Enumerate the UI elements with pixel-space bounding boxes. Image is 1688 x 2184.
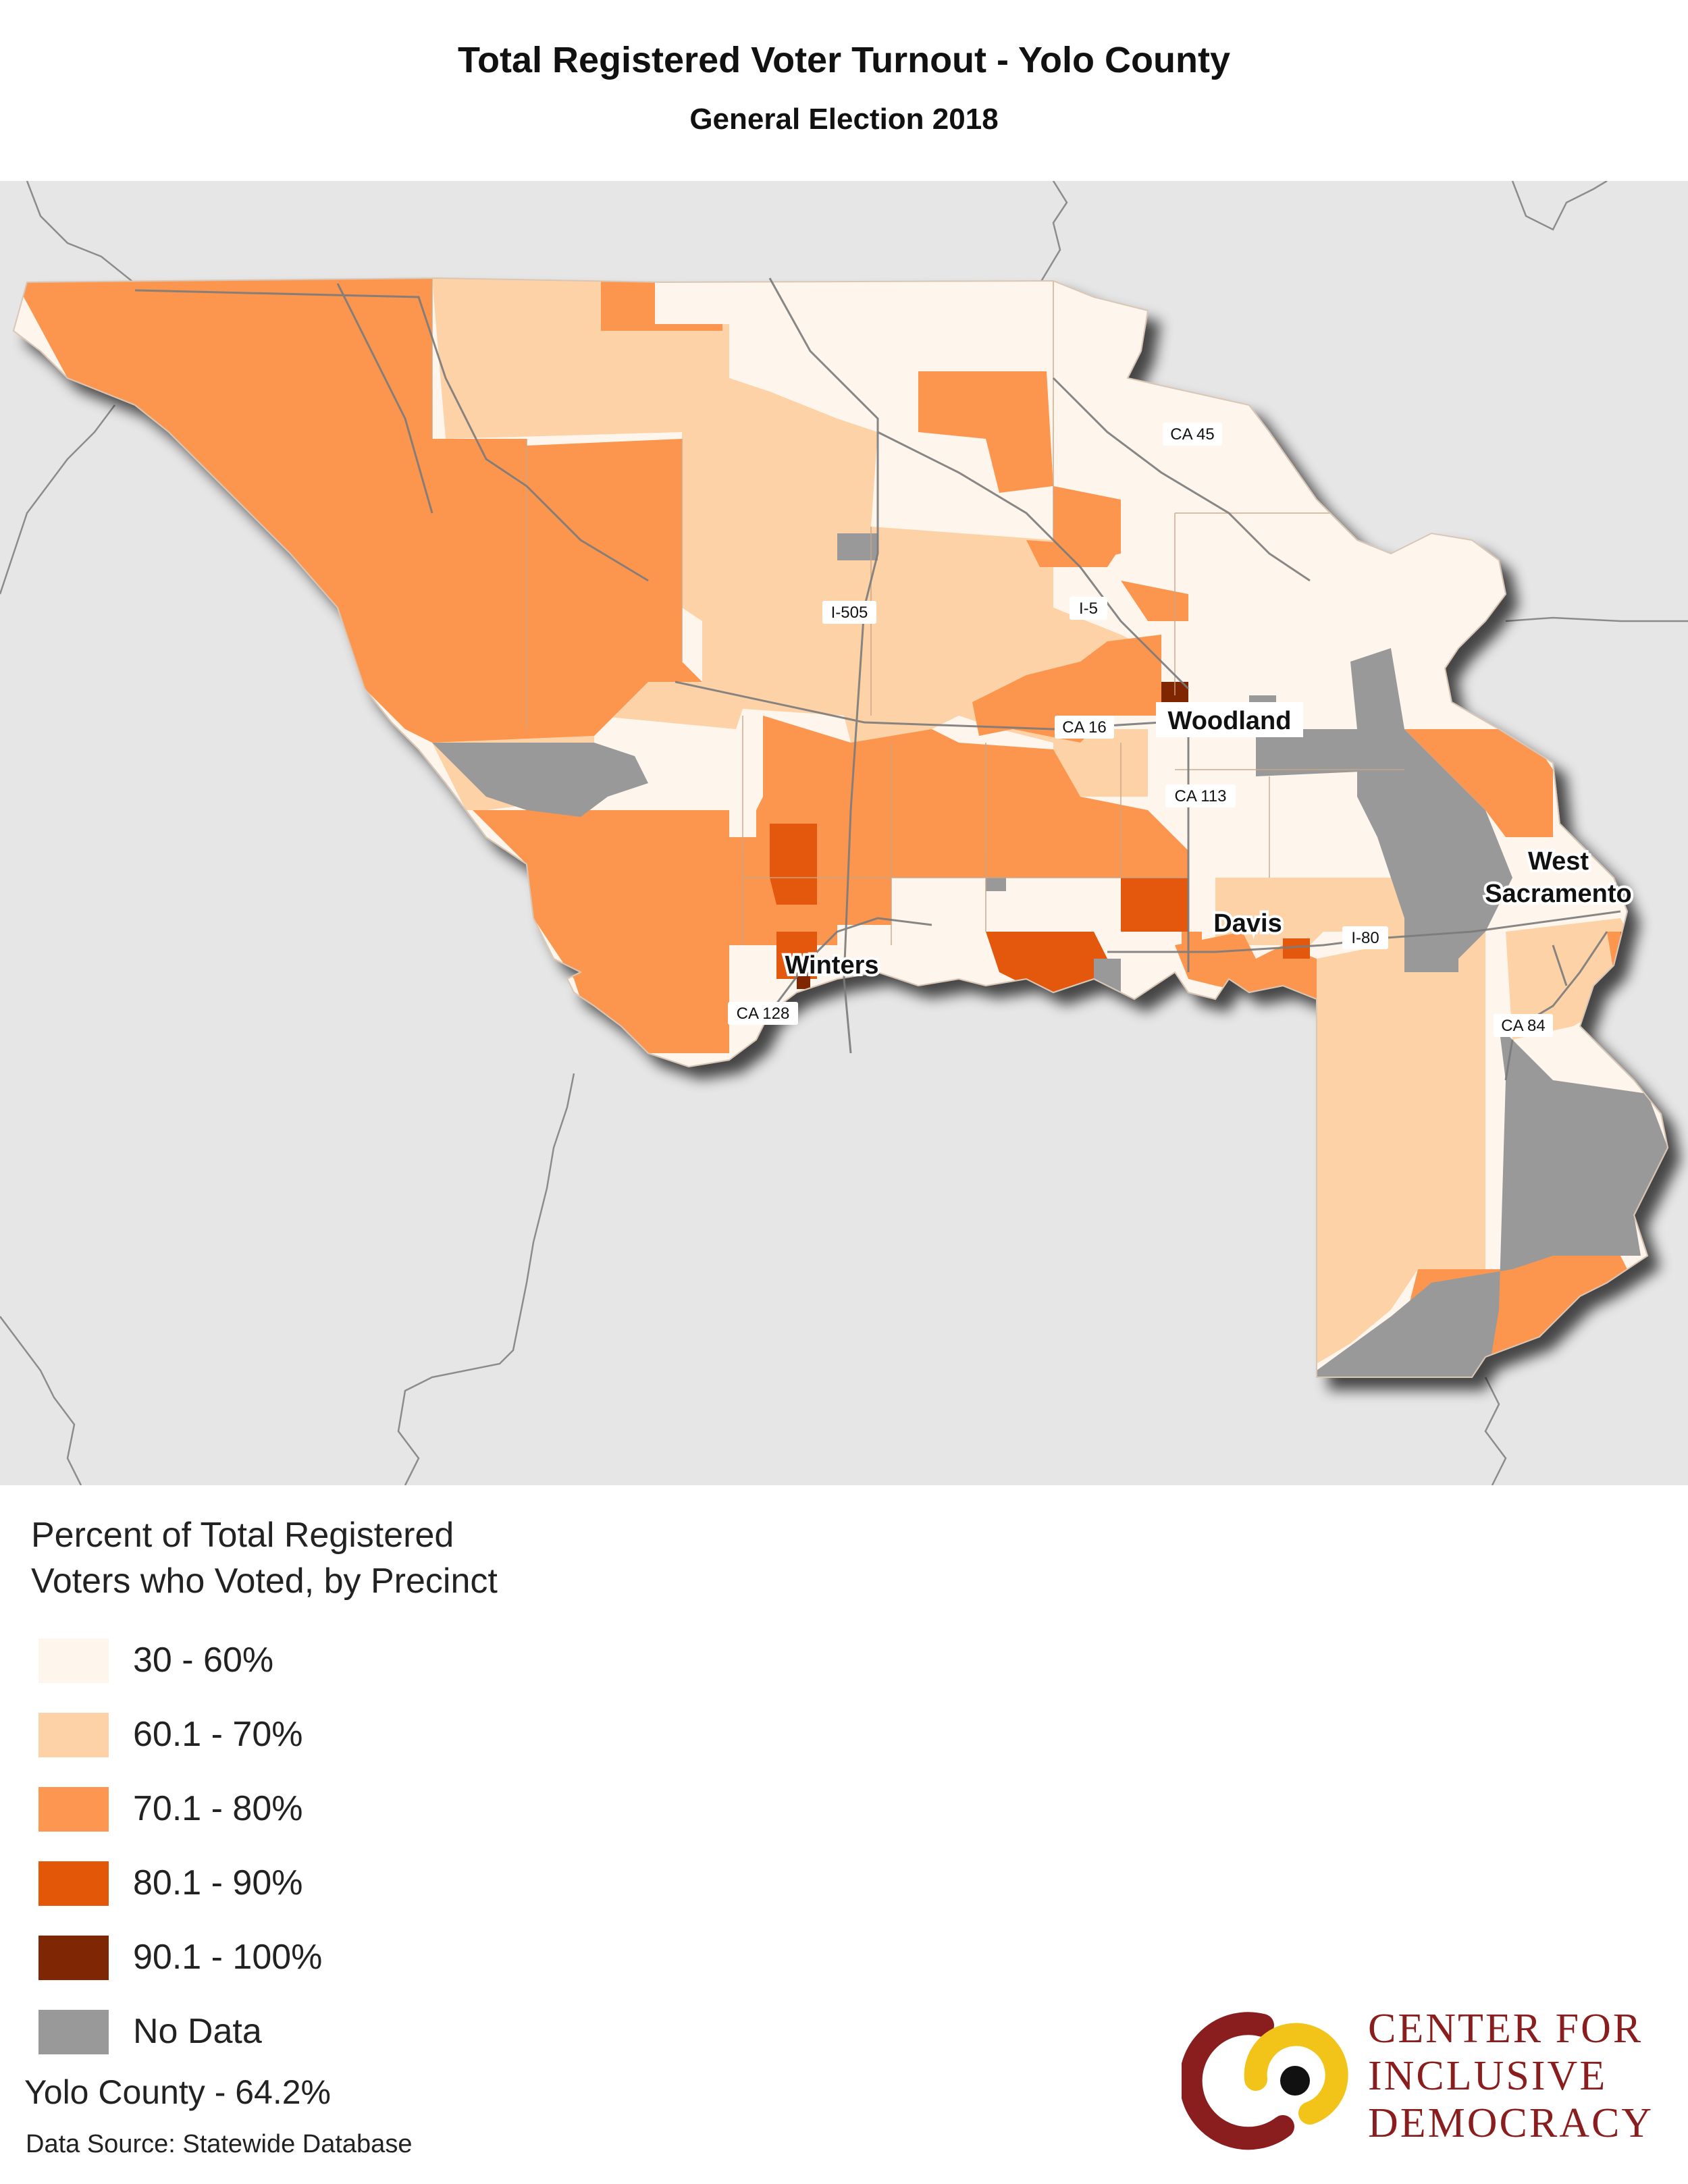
svg-text:West: West [1528,847,1589,876]
turnout-70-80 [14,278,1647,1377]
county-summary: Yolo County - 64.2% [24,2073,332,2111]
road-shield-i5: I-5 [1070,597,1107,620]
road-shield-ca16: CA 16 [1055,716,1114,739]
no-data-areas [432,533,1668,1377]
svg-text:Sacramento: Sacramento [1485,880,1632,908]
yolo-county [13,277,1668,1378]
legend-swatch [38,1713,109,1757]
legend-label: 80.1 - 90% [133,1863,303,1902]
road-shield-ca84: CA 84 [1494,1014,1553,1037]
legend-label: No Data [133,2012,262,2051]
svg-text:CA 16: CA 16 [1062,718,1106,737]
svg-text:CA 84: CA 84 [1501,1017,1545,1035]
precinct-layer [14,278,1668,1377]
svg-text:Winters: Winters [785,951,878,980]
logo-text-line3: DEMOCRACY [1368,2100,1654,2146]
svg-text:Woodland: Woodland [1168,707,1292,735]
legend-label: 90.1 - 100% [133,1938,323,1977]
road-shield-ca45: CA 45 [1163,423,1222,446]
road-shield-i80: I-80 [1342,926,1388,949]
road-shield-ca113: CA 113 [1165,784,1236,807]
legend-label: 70.1 - 80% [133,1789,303,1828]
city-label-woodland: Woodland [1156,702,1303,737]
legend-swatch [38,1861,109,1906]
legend-label: 60.1 - 70% [133,1715,303,1754]
legend-swatch [38,2010,109,2054]
legend-title-line1: Percent of Total Registered [31,1516,454,1555]
logo-text-line1: CENTER FOR [1368,2006,1643,2052]
road-shield-i505: I-505 [822,601,876,624]
legend-title: Percent of Total Registered Voters who V… [31,1512,498,1604]
cid-logo-mark-icon [1182,2012,1348,2150]
data-source: Data Source: Statewide Database [26,2130,413,2158]
svg-text:I-5: I-5 [1079,600,1098,618]
map-subtitle: General Election 2018 [689,103,999,136]
city-label-west-sacramento: West Sacramento [1482,845,1635,911]
road-shield-ca128: CA 128 [728,1002,798,1025]
map-title: Total Registered Voter Turnout - Yolo Co… [458,40,1230,80]
city-label-winters: Winters [782,949,881,982]
svg-text:Davis: Davis [1213,909,1282,938]
svg-text:CA 113: CA 113 [1175,787,1227,805]
legend-label: 30 - 60% [133,1641,274,1680]
svg-text:I-505: I-505 [831,604,868,622]
cid-logo: CENTER FOR INCLUSIVE DEMOCRACY [1182,1998,1652,2154]
legend-swatch [38,1936,109,1980]
map-area[interactable]: CA 45 I-505 I-5 CA 16 CA 113 I-80 CA 128 [0,181,1688,1485]
precinct-boundaries [431,278,1404,945]
logo-text-line2: INCLUSIVE [1368,2053,1608,2099]
svg-text:CA 128: CA 128 [737,1005,790,1023]
legend-swatch [38,1787,109,1832]
svg-text:I-80: I-80 [1351,929,1379,947]
legend-swatch [38,1639,109,1683]
svg-text:CA 45: CA 45 [1170,425,1214,444]
city-label-davis: Davis [1211,907,1284,940]
county-map: CA 45 I-505 I-5 CA 16 CA 113 I-80 CA 128 [0,181,1688,1485]
legend-title-line2: Voters who Voted, by Precinct [31,1562,498,1601]
turnout-60-70 [432,278,1641,1364]
